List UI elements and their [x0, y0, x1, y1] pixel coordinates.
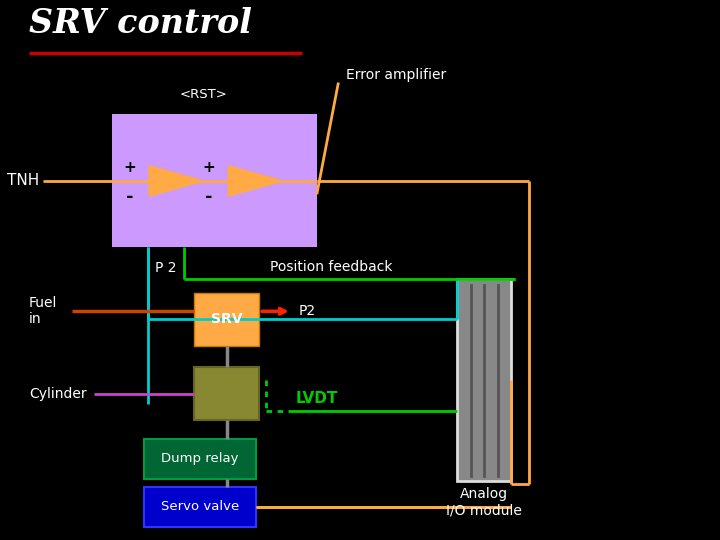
Text: +: +: [123, 160, 136, 175]
Bar: [112, 114, 317, 247]
Text: Dump relay: Dump relay: [161, 453, 238, 465]
Text: Analog
I/O module: Analog I/O module: [446, 487, 522, 517]
Text: -: -: [126, 188, 133, 206]
Bar: [144, 439, 256, 479]
Text: TNH: TNH: [7, 173, 40, 188]
Text: SRV: SRV: [211, 312, 243, 326]
Polygon shape: [228, 166, 283, 196]
Bar: [194, 293, 259, 346]
Text: SRV control: SRV control: [29, 7, 252, 40]
Text: P2: P2: [299, 304, 316, 318]
Text: Cylinder: Cylinder: [29, 387, 86, 401]
Text: P 2: P 2: [155, 261, 176, 275]
Bar: [457, 279, 511, 482]
Text: Servo valve: Servo valve: [161, 500, 239, 513]
Polygon shape: [149, 166, 204, 196]
Bar: [144, 487, 256, 526]
Text: LVDT: LVDT: [295, 392, 338, 407]
Text: <RST>: <RST>: [180, 88, 228, 101]
Text: +: +: [202, 160, 215, 175]
Text: Error amplifier: Error amplifier: [346, 68, 446, 82]
Text: -: -: [205, 188, 212, 206]
Text: Position feedback: Position feedback: [270, 260, 392, 274]
Bar: [194, 367, 259, 420]
Text: Fuel
in: Fuel in: [29, 296, 57, 326]
